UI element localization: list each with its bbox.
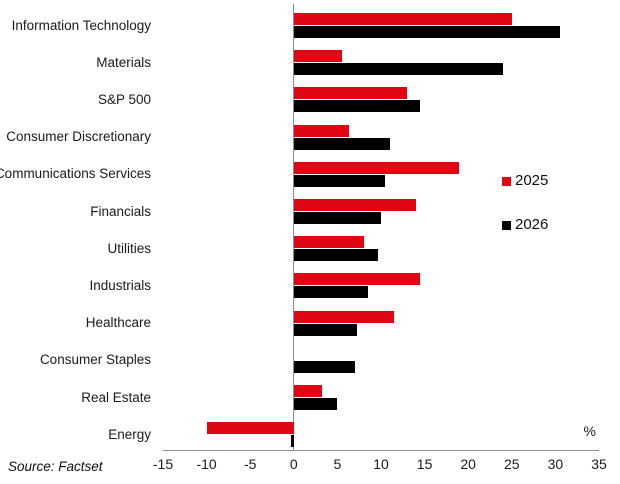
x-tick-label-20: 20 — [460, 456, 476, 472]
bar-2025-energy — [206, 422, 294, 435]
legend-item-2025: 2025 — [502, 172, 548, 190]
legend-label-2025: 2025 — [515, 172, 549, 189]
bar-2026-consumer-discretionary — [293, 137, 390, 150]
bar-2025-financials — [293, 199, 416, 211]
bar-2025-s-p-500 — [293, 87, 408, 100]
category-label-healthcare: Healthcare — [85, 315, 151, 331]
x-axis-unit-label: % — [583, 423, 596, 439]
legend-label-2026: 2026 — [515, 216, 549, 233]
bar-2025-healthcare — [293, 310, 395, 323]
bar-2026-healthcare — [293, 323, 358, 336]
bar-2025-communications-services — [293, 161, 460, 174]
bar-2026-utilities — [293, 249, 379, 262]
zero-baseline — [293, 4, 294, 450]
legend-item-2026: 2026 — [502, 216, 548, 234]
bar-2026-s-p-500 — [293, 100, 421, 113]
bar-2026-information-technology — [293, 26, 560, 38]
category-label-industrials: Industrials — [89, 277, 151, 293]
x-tick-label-neg10: -10 — [196, 456, 217, 472]
x-tick-label-25: 25 — [504, 456, 520, 472]
legend-swatch-2025 — [502, 176, 511, 186]
category-label-financials: Financials — [90, 203, 151, 219]
bar-2025-information-technology — [293, 13, 512, 25]
bar-2026-financials — [293, 212, 381, 224]
x-tick-label-0: 0 — [289, 456, 298, 472]
x-tick-label-15: 15 — [416, 456, 433, 472]
category-label-s-p-500: S&P 500 — [97, 91, 151, 107]
category-label-information-technology: Information Technology — [11, 17, 151, 33]
bar-2025-consumer-discretionary — [293, 124, 349, 137]
bar-2025-materials — [293, 50, 342, 63]
category-label-consumer-discretionary: Consumer Discretionary — [6, 129, 151, 145]
x-tick-label-neg15: -15 — [152, 456, 174, 472]
bar-2026-materials — [293, 63, 504, 76]
category-label-energy: Energy — [108, 426, 151, 442]
bar-2026-consumer-staples — [293, 360, 355, 373]
bar-2026-energy — [291, 435, 294, 448]
x-axis-line — [163, 450, 599, 451]
x-tick-label-35: 35 — [591, 456, 607, 472]
bar-2025-real-estate — [293, 385, 322, 397]
x-tick-label-30: 30 — [547, 456, 564, 472]
bar-2026-industrials — [293, 286, 368, 299]
bar-2025-industrials — [293, 273, 421, 286]
x-tick-label-5: 5 — [333, 456, 342, 472]
x-tick-label-neg5: -5 — [243, 456, 257, 472]
category-label-utilities: Utilities — [107, 240, 151, 256]
category-label-materials: Materials — [96, 54, 151, 70]
x-tick-label-10: 10 — [373, 456, 389, 472]
bar-2025-utilities — [293, 236, 364, 249]
bar-2026-communications-services — [293, 174, 386, 187]
source-note: Source: Factset — [8, 459, 103, 474]
legend-swatch-2026 — [502, 220, 511, 230]
bar-2026-real-estate — [293, 398, 338, 410]
category-label-consumer-staples: Consumer Staples — [39, 352, 151, 368]
category-label-communications-services: Communications Services — [0, 166, 151, 182]
category-label-real-estate: Real Estate — [81, 389, 151, 405]
